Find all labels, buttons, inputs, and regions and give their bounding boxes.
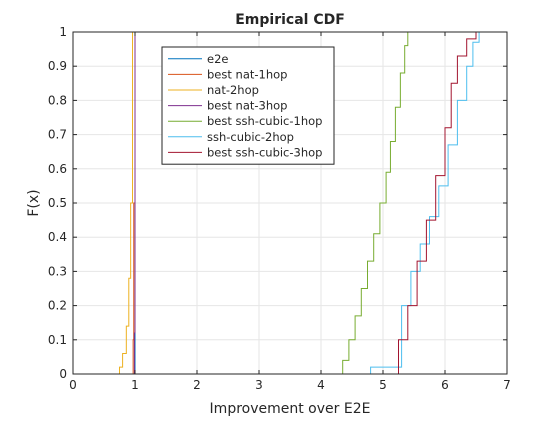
series-line-nat-2hop: [73, 32, 507, 374]
y-tick-label: 0.7: [48, 128, 67, 142]
y-tick-label: 0.5: [48, 196, 67, 210]
x-tick-label: 1: [131, 378, 139, 392]
y-tick-label: 0.4: [48, 230, 67, 244]
legend-label: best ssh-cubic-1hop: [207, 114, 322, 128]
y-tick-label: 0.3: [48, 264, 67, 278]
legend-label: nat-2hop: [207, 83, 259, 97]
ticks: 0 1 2 3 4 5 6 7 0 0.1 0.2 0.3 0.4 0.5 0.6 0.7 0.8 0.9 1: [48, 25, 511, 392]
legend-label: best ssh-cubic-3hop: [207, 145, 322, 159]
series-line-ssh-cubic-2hop: [73, 32, 507, 374]
x-tick-label: 7: [503, 378, 511, 392]
legend-label: ssh-cubic-2hop: [207, 130, 294, 144]
x-axis-label: Improvement over E2E: [210, 401, 371, 417]
y-tick-label: 0.9: [48, 59, 67, 73]
legend-label: best nat-1hop: [207, 67, 287, 81]
x-tick-label: 0: [69, 378, 77, 392]
y-tick-label: 0.6: [48, 162, 67, 176]
x-tick-label: 6: [441, 378, 449, 392]
legend-label: e2e: [207, 52, 228, 66]
y-tick-label: 1: [59, 25, 67, 39]
x-tick-label: 5: [379, 378, 387, 392]
y-axis-label: F(x): [26, 189, 42, 216]
series-layer: [73, 32, 507, 374]
x-tick-label: 2: [193, 378, 201, 392]
x-tick-label: 4: [317, 378, 325, 392]
series-line-best-ssh-cubic-3hop: [73, 32, 507, 374]
y-tick-label: 0: [59, 367, 67, 381]
legend-label: best nat-3hop: [207, 99, 287, 113]
y-tick-label: 0.1: [48, 333, 67, 347]
x-tick-label: 3: [255, 378, 263, 392]
series-line-best-nat-3hop: [73, 32, 507, 374]
y-tick-label: 0.8: [48, 93, 67, 107]
chart-title: Empirical CDF: [235, 12, 345, 28]
y-tick-label: 0.2: [48, 299, 67, 313]
series-line-best-ssh-cubic-1hop: [73, 32, 507, 374]
